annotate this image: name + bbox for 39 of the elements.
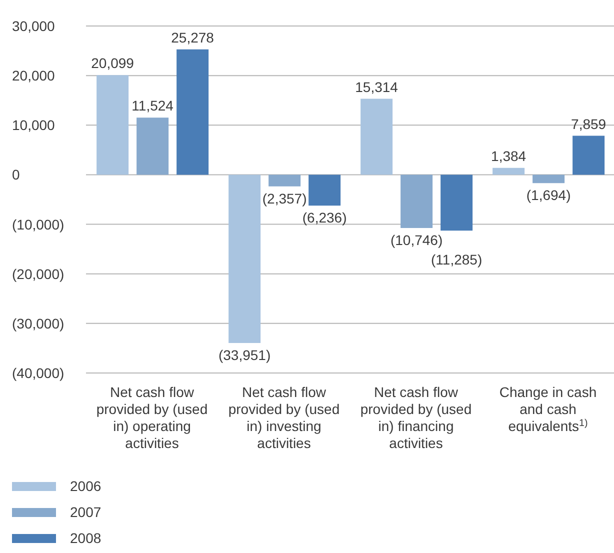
data-label: 25,278 — [171, 29, 214, 46]
bar — [572, 136, 605, 175]
y-tick-label: (10,000) — [12, 216, 64, 232]
y-tick-label: (30,000) — [12, 315, 64, 332]
data-label: 20,099 — [91, 55, 134, 72]
bar — [308, 174, 341, 206]
x-tick-label: Net cash flow provided by (used in) investing activities — [228, 384, 340, 451]
data-label: (2,357) — [262, 190, 307, 206]
bar — [268, 174, 301, 186]
legend-label: 2007 — [70, 504, 102, 520]
bar — [228, 174, 261, 344]
y-tick-label: 20,000 — [12, 68, 56, 84]
data-label: (11,285) — [431, 252, 482, 268]
data-label: (1,694) — [526, 187, 571, 204]
bar — [360, 98, 393, 175]
x-tick-label: Net cash flow provided by (used in) financing activities — [360, 384, 472, 451]
legend-label: 2008 — [70, 530, 102, 546]
y-tick-label: 10,000 — [12, 117, 56, 134]
data-label: 7,859 — [571, 116, 606, 132]
bar — [440, 174, 473, 231]
x-tick-label: Net cash flow provided by (used in) operating activities — [96, 384, 208, 451]
data-label: (10,746) — [390, 232, 443, 248]
y-tick-label: (40,000) — [12, 365, 64, 381]
bar — [176, 49, 209, 175]
y-tick-label: 0 — [12, 166, 20, 183]
bar — [532, 174, 565, 184]
y-tick-label: 30,000 — [12, 18, 56, 34]
x-tick-label: Change in cash and cash equivalents$^{1)}$ — [499, 384, 597, 434]
data-label: (6,236) — [302, 210, 347, 226]
data-label: 11,524 — [132, 98, 174, 114]
data-label: 15,314 — [355, 78, 398, 95]
legend-label: 2006 — [70, 478, 102, 494]
data-label: 1,384 — [491, 148, 526, 164]
data-label: (33,951) — [218, 347, 271, 364]
y-tick-label: (20,000) — [12, 266, 64, 282]
bar — [492, 168, 525, 175]
bar — [400, 174, 433, 228]
bar — [96, 75, 129, 175]
bar — [136, 118, 169, 175]
